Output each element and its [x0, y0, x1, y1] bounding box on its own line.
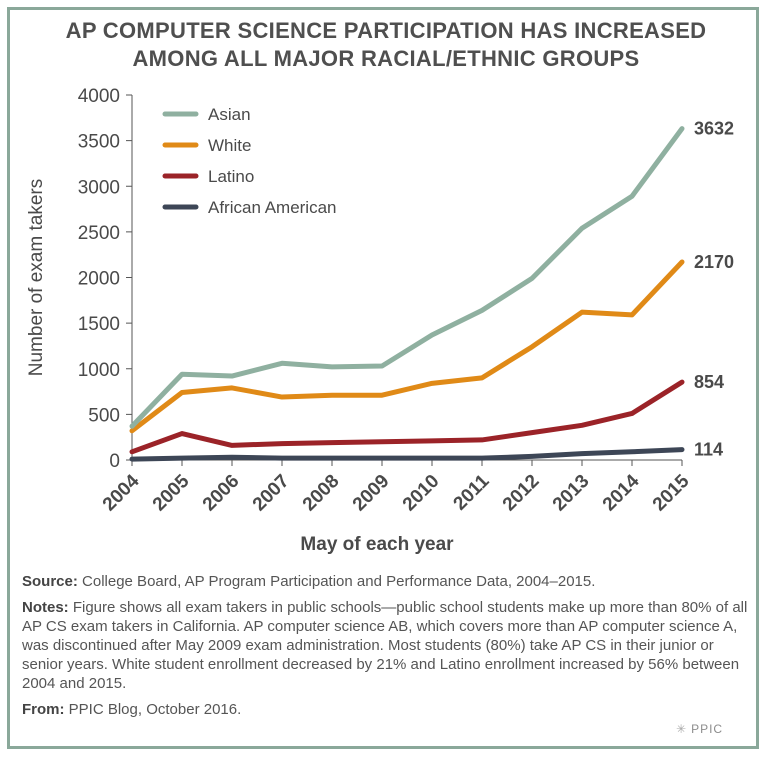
x-tick-label: 2004: [99, 470, 144, 515]
legend-label: African American: [208, 198, 337, 217]
y-tick-label: 500: [88, 405, 120, 426]
y-tick-label: 2000: [78, 269, 120, 290]
chart-title: AP COMPUTER SCIENCE PARTICIPATION HAS IN…: [0, 17, 772, 73]
x-tick-label: 2006: [199, 471, 244, 516]
notes-label: Notes:: [22, 599, 69, 616]
x-tick-label: 2007: [249, 471, 294, 516]
chart-title-line-1: AP COMPUTER SCIENCE PARTICIPATION HAS IN…: [65, 18, 707, 43]
legend-label: Latino: [208, 167, 254, 186]
end-value-label: 114: [694, 440, 723, 460]
logo-text: PPIC: [691, 722, 724, 736]
y-tick-label: 3500: [78, 132, 120, 153]
y-tick-label: 4000: [78, 86, 120, 107]
chart-axes: 0 500 1000 1500 2000 2500 3000 3500 4000 2004 2005…: [26, 86, 694, 555]
x-tick-label: 2005: [149, 470, 194, 515]
series-line-asian: [129, 126, 685, 429]
source-text: College Board, AP Program Participation …: [77, 573, 596, 590]
end-value-label: 854: [694, 372, 724, 392]
line-chart: 0 500 1000 1500 2000 2500 3000 3500 4000 2004 2005…: [26, 86, 734, 555]
x-tick-label: 2012: [499, 471, 544, 516]
x-tick-label: 2011: [450, 470, 494, 514]
star-icon: ✳: [676, 722, 688, 736]
from-note: From: PPIC Blog, October 2016.: [22, 700, 752, 719]
source-note: Source: College Board, AP Program Partic…: [22, 572, 752, 591]
x-tick-label: 2008: [299, 471, 344, 516]
x-axis-title: May of each year: [300, 534, 454, 555]
series-line-african-american: [129, 447, 685, 462]
x-tick-label: 2013: [549, 471, 594, 516]
x-tick-label: 2014: [599, 470, 644, 515]
x-tick-label: 2010: [399, 471, 444, 516]
y-tick-label: 0: [109, 451, 120, 472]
legend-label: Asian: [208, 105, 251, 124]
y-axis-title: Number of exam takers: [26, 179, 47, 376]
end-value-label: 2170: [694, 252, 734, 272]
y-tick-label: 3000: [78, 177, 120, 198]
notes-text: Figure shows all exam takers in public s…: [22, 599, 748, 692]
series-line-latino: [129, 379, 685, 455]
x-tick-label: 2015: [649, 470, 694, 515]
y-tick-label: 1500: [78, 314, 120, 335]
chart-title-line-2: AMONG ALL MAJOR RACIAL/ETHNIC GROUPS: [132, 46, 640, 71]
ppic-logo: ✳ PPIC: [676, 722, 723, 736]
notes-paragraph: Notes: Figure shows all exam takers in p…: [22, 598, 752, 693]
series-line-white: [129, 259, 685, 434]
source-label: Source:: [22, 573, 78, 590]
end-value-label: 3632: [694, 119, 734, 139]
legend-label: White: [208, 136, 251, 155]
y-tick-label: 1000: [78, 360, 120, 381]
from-label: From:: [22, 701, 65, 718]
y-tick-label: 2500: [78, 223, 120, 244]
chart-legend: Asian White Latino African American: [162, 105, 337, 217]
chart-series: 3632 2170 854 114: [129, 119, 734, 462]
x-tick-label: 2009: [349, 471, 394, 516]
from-text: PPIC Blog, October 2016.: [64, 701, 242, 718]
notes-block: Source: College Board, AP Program Partic…: [22, 572, 752, 726]
